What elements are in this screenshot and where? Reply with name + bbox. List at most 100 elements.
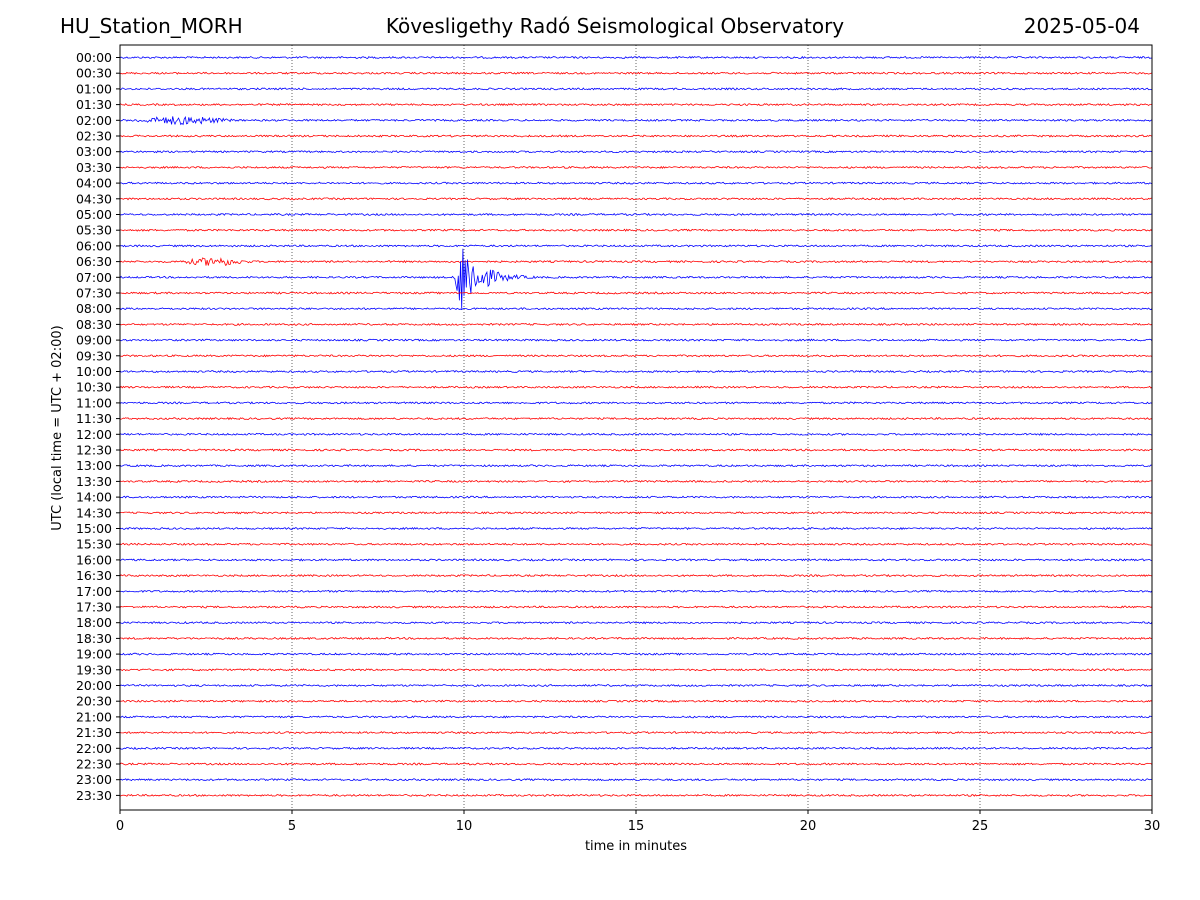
y-tick-label: 08:30 bbox=[76, 317, 112, 332]
seismic-trace bbox=[119, 338, 1153, 342]
seismic-trace bbox=[119, 448, 1153, 452]
seismic-trace bbox=[119, 257, 1153, 266]
y-tick-label: 12:30 bbox=[76, 443, 112, 458]
y-tick-label: 14:30 bbox=[76, 505, 112, 520]
seismic-trace bbox=[119, 244, 1153, 248]
y-tick-label: 11:00 bbox=[76, 395, 112, 410]
y-tick-label: 10:00 bbox=[76, 364, 112, 379]
y-tick-label: 01:30 bbox=[76, 97, 112, 112]
y-axis-label: UTC (local time = UTC + 02:00) bbox=[50, 325, 65, 530]
seismic-trace bbox=[119, 636, 1153, 641]
y-tick-label: 03:00 bbox=[76, 144, 112, 159]
x-axis-ticks: 0 5 10 15 20 25 30 bbox=[116, 810, 1160, 834]
x-tick-label: 25 bbox=[972, 819, 989, 834]
y-tick-label: 03:30 bbox=[76, 160, 112, 175]
seismic-trace bbox=[119, 115, 1153, 126]
seismic-trace bbox=[119, 417, 1153, 421]
x-axis-label: time in minutes bbox=[585, 839, 687, 854]
seismic-trace bbox=[119, 165, 1153, 169]
y-tick-label: 20:30 bbox=[76, 694, 112, 709]
seismic-trace bbox=[119, 495, 1153, 499]
y-tick-label: 23:30 bbox=[76, 788, 112, 803]
y-tick-label: 17:30 bbox=[76, 600, 112, 615]
seismic-trace bbox=[119, 71, 1153, 75]
seismic-trace bbox=[119, 181, 1153, 185]
seismic-trace bbox=[119, 542, 1153, 546]
seismic-trace bbox=[119, 573, 1153, 578]
y-tick-label: 08:00 bbox=[76, 301, 112, 316]
y-tick-label: 21:00 bbox=[76, 709, 112, 724]
y-tick-label: 09:30 bbox=[76, 348, 112, 363]
seismic-trace bbox=[119, 793, 1153, 797]
seismic-trace bbox=[119, 212, 1153, 217]
y-tick-label: 16:00 bbox=[76, 552, 112, 567]
y-tick-label: 00:30 bbox=[76, 66, 112, 81]
y-tick-label: 18:00 bbox=[76, 615, 112, 630]
x-tick-label: 0 bbox=[116, 819, 124, 834]
x-tick-label: 20 bbox=[800, 819, 817, 834]
x-tick-label: 10 bbox=[456, 819, 473, 834]
x-tick-label: 5 bbox=[288, 819, 296, 834]
seismic-trace bbox=[119, 621, 1153, 625]
seismic-trace bbox=[119, 197, 1153, 201]
y-tick-label: 00:00 bbox=[76, 50, 112, 65]
seismic-trace bbox=[119, 558, 1152, 562]
y-tick-label: 05:00 bbox=[76, 207, 112, 222]
seismic-trace bbox=[119, 401, 1153, 405]
seismic-trace bbox=[119, 715, 1153, 719]
seismic-trace bbox=[119, 511, 1153, 515]
grid-lines bbox=[291, 45, 981, 810]
seismic-trace bbox=[119, 652, 1153, 656]
y-tick-label: 13:30 bbox=[76, 474, 112, 489]
seismic-trace bbox=[120, 291, 1153, 295]
seismic-trace bbox=[119, 668, 1153, 672]
seismic-trace bbox=[119, 307, 1153, 311]
y-tick-label: 07:30 bbox=[76, 286, 112, 301]
y-tick-label: 09:00 bbox=[76, 333, 112, 348]
y-tick-label: 04:00 bbox=[76, 176, 112, 191]
y-tick-label: 22:30 bbox=[76, 757, 112, 772]
y-tick-label: 12:00 bbox=[76, 427, 112, 442]
y-tick-label: 02:00 bbox=[76, 113, 112, 128]
y-tick-label: 06:00 bbox=[76, 238, 112, 253]
y-tick-label: 20:00 bbox=[76, 678, 112, 693]
seismic-trace bbox=[120, 699, 1153, 703]
seismic-trace bbox=[119, 762, 1153, 766]
y-tick-label: 18:30 bbox=[76, 631, 112, 646]
y-tick-label: 01:00 bbox=[76, 81, 112, 96]
observatory-title: Kövesligethy Radó Seismological Observat… bbox=[385, 14, 845, 38]
seismic-trace bbox=[119, 228, 1153, 232]
seismic-trace bbox=[119, 55, 1153, 60]
y-tick-label: 22:00 bbox=[76, 741, 112, 756]
y-tick-label: 02:30 bbox=[76, 129, 112, 144]
seismic-trace bbox=[119, 778, 1153, 782]
y-axis-ticks: 00:0000:3001:0001:3002:0002:3003:0003:30… bbox=[76, 50, 120, 803]
seismic-trace bbox=[119, 746, 1153, 750]
seismic-trace bbox=[119, 464, 1153, 468]
date-label: 2025-05-04 bbox=[1023, 14, 1140, 38]
y-tick-label: 14:00 bbox=[76, 490, 112, 505]
seismic-trace bbox=[119, 87, 1153, 91]
seismic-trace bbox=[119, 432, 1153, 436]
x-tick-label: 30 bbox=[1144, 819, 1161, 834]
seismic-traces bbox=[119, 55, 1153, 797]
y-tick-label: 06:30 bbox=[76, 254, 112, 269]
station-label: HU_Station_MORH bbox=[60, 14, 243, 38]
y-tick-label: 10:30 bbox=[76, 380, 112, 395]
seismic-trace bbox=[119, 526, 1153, 531]
x-tick-label: 15 bbox=[628, 819, 645, 834]
y-tick-label: 15:00 bbox=[76, 521, 112, 536]
seismic-trace bbox=[119, 385, 1153, 389]
y-tick-label: 13:00 bbox=[76, 458, 112, 473]
seismic-trace bbox=[119, 322, 1153, 326]
y-tick-label: 21:30 bbox=[76, 725, 112, 740]
seismic-trace bbox=[119, 354, 1153, 358]
seismic-trace bbox=[119, 730, 1153, 735]
y-tick-label: 23:00 bbox=[76, 772, 112, 787]
seismic-trace bbox=[120, 134, 1153, 138]
y-tick-label: 16:30 bbox=[76, 568, 112, 583]
y-tick-label: 17:00 bbox=[76, 584, 112, 599]
seismic-trace bbox=[119, 103, 1153, 107]
seismic-trace bbox=[119, 683, 1153, 688]
